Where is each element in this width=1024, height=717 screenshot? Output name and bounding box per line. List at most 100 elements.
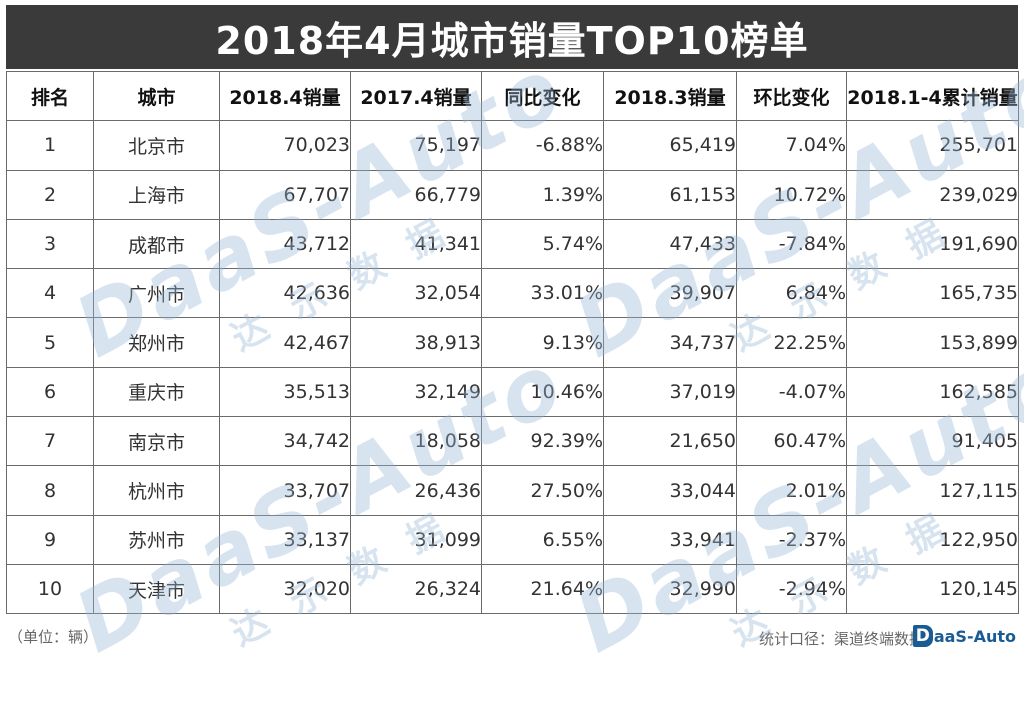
cell-apr-2018: 43,712 bbox=[219, 218, 351, 270]
cell-mar-2018: 32,990 bbox=[603, 563, 737, 615]
cell-rank: 10 bbox=[6, 563, 94, 615]
table-row: 5 郑州市 42,467 38,913 9.13% 34,737 22.25% 153,899 bbox=[6, 317, 1019, 368]
cell-rank: 7 bbox=[6, 416, 94, 467]
cell-rank: 8 bbox=[6, 465, 94, 516]
logo-text: aaS-Auto bbox=[933, 626, 1016, 646]
cell-rank: 6 bbox=[6, 366, 94, 418]
cell-yoy: 1.39% bbox=[481, 169, 604, 220]
cell-city: 成都市 bbox=[93, 218, 220, 270]
table-row: 1 北京市 70,023 75,197 -6.88% 65,419 7.04% 255,701 bbox=[6, 120, 1019, 171]
cell-yoy: 10.46% bbox=[481, 366, 604, 418]
cell-city: 上海市 bbox=[93, 169, 220, 220]
cell-apr-2017: 26,436 bbox=[350, 465, 482, 516]
cell-apr-2018: 32,020 bbox=[219, 563, 351, 615]
cell-apr-2017: 18,058 bbox=[350, 416, 482, 467]
cell-apr-2017: 41,341 bbox=[350, 218, 482, 270]
cell-yoy: 9.13% bbox=[481, 317, 604, 368]
header-city: 城市 bbox=[93, 70, 220, 122]
header-mom: 环比变化 bbox=[736, 70, 847, 122]
table-header-row: 排名 城市 2018.4销量 2017.4销量 同比变化 2018.3销量 环比… bbox=[6, 70, 1019, 122]
cell-mar-2018: 39,907 bbox=[603, 268, 737, 319]
cell-apr-2018: 33,137 bbox=[219, 514, 351, 565]
cell-cumulative: 91,405 bbox=[846, 416, 1019, 467]
cell-cumulative: 165,735 bbox=[846, 268, 1019, 319]
cell-rank: 5 bbox=[6, 317, 94, 368]
header-yoy: 同比变化 bbox=[481, 70, 604, 122]
unit-note: （单位：辆） bbox=[8, 628, 99, 646]
cell-city: 郑州市 bbox=[93, 317, 220, 368]
cell-apr-2018: 35,513 bbox=[219, 366, 351, 418]
page-title: 2018年4月城市销量TOP10榜单 bbox=[6, 5, 1018, 69]
sales-table: 排名 城市 2018.4销量 2017.4销量 同比变化 2018.3销量 环比… bbox=[6, 70, 1019, 615]
brand-logo: D aaS-Auto bbox=[912, 622, 1016, 650]
header-apr-2018: 2018.4销量 bbox=[219, 70, 351, 122]
source-note: 统计口径：渠道终端数据 bbox=[758, 630, 924, 648]
cell-yoy: 6.55% bbox=[481, 514, 604, 565]
cell-apr-2017: 32,054 bbox=[350, 268, 482, 319]
cell-apr-2017: 75,197 bbox=[350, 120, 482, 171]
table-row: 8 杭州市 33,707 26,436 27.50% 33,044 2.01% 127,115 bbox=[6, 465, 1019, 516]
cell-cumulative: 255,701 bbox=[846, 120, 1019, 171]
cell-mar-2018: 61,153 bbox=[603, 169, 737, 220]
cell-mar-2018: 21,650 bbox=[603, 416, 737, 467]
cell-rank: 2 bbox=[6, 169, 94, 220]
cell-mar-2018: 37,019 bbox=[603, 366, 737, 418]
table-row: 4 广州市 42,636 32,054 33.01% 39,907 6.84% 165,735 bbox=[6, 268, 1019, 319]
cell-mar-2018: 65,419 bbox=[603, 120, 737, 171]
cell-cumulative: 122,950 bbox=[846, 514, 1019, 565]
cell-mom: 6.84% bbox=[736, 268, 847, 319]
cell-cumulative: 239,029 bbox=[846, 169, 1019, 220]
cell-apr-2017: 32,149 bbox=[350, 366, 482, 418]
cell-mom: 22.25% bbox=[736, 317, 847, 368]
table-row: 3 成都市 43,712 41,341 5.74% 47,433 -7.84% 191,690 bbox=[6, 218, 1019, 270]
cell-apr-2017: 26,324 bbox=[350, 563, 482, 615]
cell-mom: 2.01% bbox=[736, 465, 847, 516]
table-row: 9 苏州市 33,137 31,099 6.55% 33,941 -2.37% 122,950 bbox=[6, 514, 1019, 565]
cell-mar-2018: 47,433 bbox=[603, 218, 737, 270]
cell-cumulative: 191,690 bbox=[846, 218, 1019, 270]
cell-cumulative: 127,115 bbox=[846, 465, 1019, 516]
cell-yoy: 27.50% bbox=[481, 465, 604, 516]
header-mar-2018: 2018.3销量 bbox=[603, 70, 737, 122]
cell-apr-2018: 42,467 bbox=[219, 317, 351, 368]
cell-mom: -7.84% bbox=[736, 218, 847, 270]
cell-cumulative: 120,145 bbox=[846, 563, 1019, 615]
cell-mom: 10.72% bbox=[736, 169, 847, 220]
cell-apr-2018: 34,742 bbox=[219, 416, 351, 467]
header-cumulative: 2018.1-4累计销量 bbox=[846, 70, 1019, 122]
cell-apr-2017: 31,099 bbox=[350, 514, 482, 565]
cell-city: 天津市 bbox=[93, 563, 220, 615]
cell-apr-2018: 42,636 bbox=[219, 268, 351, 319]
cell-mar-2018: 33,044 bbox=[603, 465, 737, 516]
cell-cumulative: 153,899 bbox=[846, 317, 1019, 368]
table-row: 7 南京市 34,742 18,058 92.39% 21,650 60.47% 91,405 bbox=[6, 416, 1019, 467]
header-rank: 排名 bbox=[6, 70, 94, 122]
cell-rank: 1 bbox=[6, 120, 94, 171]
cell-cumulative: 162,585 bbox=[846, 366, 1019, 418]
cell-city: 杭州市 bbox=[93, 465, 220, 516]
cell-mom: -2.94% bbox=[736, 563, 847, 615]
cell-mar-2018: 33,941 bbox=[603, 514, 737, 565]
cell-city: 重庆市 bbox=[93, 366, 220, 418]
header-apr-2017: 2017.4销量 bbox=[350, 70, 482, 122]
cell-yoy: 21.64% bbox=[481, 563, 604, 615]
cell-apr-2017: 38,913 bbox=[350, 317, 482, 368]
cell-apr-2018: 33,707 bbox=[219, 465, 351, 516]
table-row: 10 天津市 32,020 26,324 21.64% 32,990 -2.94% 120,1… bbox=[6, 563, 1019, 615]
cell-yoy: 5.74% bbox=[481, 218, 604, 270]
table-row: 2 上海市 67,707 66,779 1.39% 61,153 10.72% 239,029 bbox=[6, 169, 1019, 220]
cell-rank: 4 bbox=[6, 268, 94, 319]
cell-mom: -4.07% bbox=[736, 366, 847, 418]
cell-mar-2018: 34,737 bbox=[603, 317, 737, 368]
cell-apr-2017: 66,779 bbox=[350, 169, 482, 220]
logo-icon: D bbox=[912, 625, 933, 647]
cell-yoy: -6.88% bbox=[481, 120, 604, 171]
cell-city: 北京市 bbox=[93, 120, 220, 171]
cell-mom: 7.04% bbox=[736, 120, 847, 171]
cell-city: 南京市 bbox=[93, 416, 220, 467]
cell-city: 广州市 bbox=[93, 268, 220, 319]
table-row: 6 重庆市 35,513 32,149 10.46% 37,019 -4.07% 162,58… bbox=[6, 366, 1019, 418]
cell-apr-2018: 70,023 bbox=[219, 120, 351, 171]
cell-rank: 9 bbox=[6, 514, 94, 565]
cell-rank: 3 bbox=[6, 218, 94, 270]
